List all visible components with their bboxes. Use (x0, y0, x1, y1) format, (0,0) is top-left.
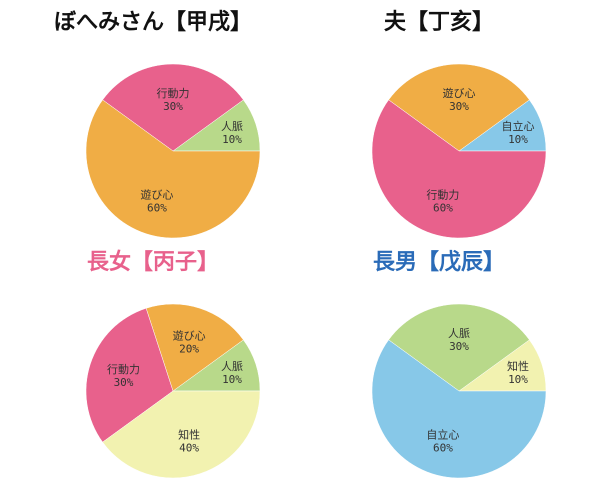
slice-value-1-2: 30% (163, 100, 183, 113)
chart-title-4: 長男【戊辰】 (372, 250, 505, 275)
pie-slice-2-2 (388, 63, 530, 152)
slice-label-4-3: 自立心 (426, 428, 459, 442)
pie-slice-3-2 (145, 303, 244, 392)
slice-value-3-2: 20% (179, 343, 199, 356)
pie-slice-1-3 (85, 99, 261, 239)
slice-value-2-3: 60% (433, 202, 453, 215)
slice-value-1-3: 60% (147, 202, 167, 215)
slice-label-2-3: 行動力 (426, 188, 459, 202)
slice-label-1-1: 人脈 (221, 119, 243, 133)
slice-label-1-3: 遊び心 (140, 188, 173, 202)
pie-slice-1-2 (102, 63, 244, 152)
slice-label-3-1: 人脈 (221, 359, 243, 373)
slice-value-3-1: 10% (222, 373, 242, 386)
slice-value-2-2: 30% (449, 100, 469, 113)
slice-value-4-1: 10% (508, 373, 528, 386)
slice-label-2-1: 自立心 (502, 119, 535, 133)
pie-chart-panel-2: 夫【丁亥】 自立心 10% 遊び心 30% 行動力 60% (286, 0, 592, 240)
pie-chart-panel-1: ぼへみさん【甲戌】 人脈 10% 行動力 30% 遊び心 60% (0, 0, 306, 240)
chart-title-2: 夫【丁亥】 (383, 10, 494, 35)
slice-label-3-2: 遊び心 (173, 329, 206, 343)
pie-slice-2-3 (371, 99, 547, 239)
pie-slice-3-4 (102, 390, 261, 479)
pie-slice-4-3 (371, 339, 547, 479)
slice-label-1-2: 行動力 (157, 86, 190, 100)
chart-title-1: ぼへみさん【甲戌】 (53, 10, 252, 35)
slice-label-2-2: 遊び心 (443, 86, 476, 100)
slice-value-4-3: 60% (433, 442, 453, 455)
slice-value-3-3: 30% (114, 376, 134, 389)
slice-label-4-2: 人脈 (448, 326, 470, 340)
slice-label-4-1: 知性 (507, 359, 529, 373)
pie-slice-4-2 (388, 303, 530, 392)
pie-chart-panel-4: 長男【戊辰】 知性 10% 人脈 30% 自立心 60% (286, 240, 592, 480)
pie-slice-3-3 (85, 307, 174, 443)
slice-value-1-1: 10% (222, 133, 242, 146)
slice-value-3-4: 40% (179, 442, 199, 455)
pie-chart-panel-3: 長女【丙子】 人脈 10% 遊び心 20% 行動力 30% 知性 40% (0, 240, 306, 480)
slice-value-4-2: 30% (449, 340, 469, 353)
chart-title-3: 長女【丙子】 (86, 250, 219, 275)
slice-value-2-1: 10% (508, 133, 528, 146)
slice-label-3-3: 行動力 (107, 362, 140, 376)
slice-label-3-4: 知性 (178, 428, 200, 442)
